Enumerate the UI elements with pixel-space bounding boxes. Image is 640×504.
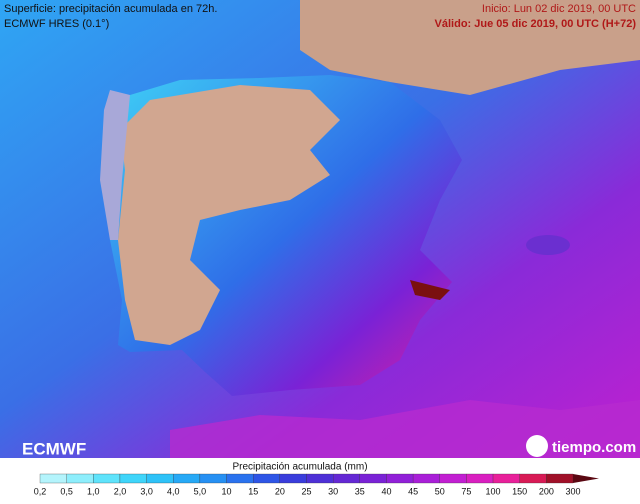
- map-title: Superficie: precipitación acumulada en 7…: [4, 3, 217, 15]
- color-swatch: [279, 473, 307, 484]
- legend-label: 10: [222, 486, 232, 496]
- legend-label: 2,0: [114, 486, 127, 496]
- legend-label: 3,0: [140, 486, 153, 496]
- color-swatch: [466, 473, 494, 484]
- color-swatch: [119, 473, 147, 484]
- legend-label: 25: [301, 486, 311, 496]
- africa: [170, 400, 640, 458]
- color-swatch: [226, 473, 254, 484]
- legend-label: 35: [355, 486, 365, 496]
- legend-label: 4,0: [167, 486, 180, 496]
- legend-label: 50: [435, 486, 445, 496]
- balearic: [526, 235, 570, 255]
- color-swatch: [492, 473, 520, 484]
- color-swatch: [386, 473, 414, 484]
- legend-label: 40: [381, 486, 391, 496]
- legend-label: 30: [328, 486, 338, 496]
- legend-label: 100: [486, 486, 501, 496]
- color-swatch: [39, 473, 67, 484]
- color-swatch: [146, 473, 174, 484]
- color-swatch: [439, 473, 467, 484]
- ecmwf-logo: ECMWF: [22, 439, 86, 458]
- legend-title: Precipitación acumulada (mm): [232, 462, 367, 473]
- init-time: Inicio: Lun 02 dic 2019, 00 UTC: [482, 3, 636, 15]
- color-swatch: [199, 473, 227, 484]
- color-swatch: [173, 473, 201, 484]
- color-swatch: [359, 473, 387, 484]
- valid-time: Válido: Jue 05 dic 2019, 00 UTC (H+72): [435, 18, 637, 30]
- legend-label: 300: [565, 486, 580, 496]
- color-arrow: [573, 474, 599, 483]
- color-swatch: [546, 473, 574, 484]
- legend-label: 15: [248, 486, 258, 496]
- legend-label: 1,0: [87, 486, 100, 496]
- color-swatch: [66, 473, 94, 484]
- legend-label: 0,2: [34, 486, 47, 496]
- coast: [100, 90, 130, 240]
- color-swatch: [519, 473, 547, 484]
- color-swatch: [332, 473, 360, 484]
- legend-label: 75: [461, 486, 471, 496]
- legend-label: 5,0: [194, 486, 207, 496]
- tiempo-logo: tiempo.com: [552, 439, 636, 456]
- legend-label: 20: [275, 486, 285, 496]
- dry-area: [118, 85, 340, 345]
- legend-label: 45: [408, 486, 418, 496]
- color-swatch: [306, 473, 334, 484]
- colorbar: 0,2 0,5 1,0 2,0 3,0 4,0 5,0 10 15 20 25 30 35 40 45 50 7…: [34, 473, 599, 496]
- color-swatch: [93, 473, 121, 484]
- legend-label: 150: [512, 486, 527, 496]
- tiempo-icon: [526, 435, 548, 457]
- france: [300, 0, 640, 95]
- color-swatch: [412, 473, 440, 484]
- max-precip: [410, 280, 450, 300]
- model: ECMWF HRES (0.1°): [4, 18, 109, 30]
- color-swatch: [253, 473, 280, 484]
- legend-label: 200: [539, 486, 554, 496]
- legend-label: 0,5: [60, 486, 73, 496]
